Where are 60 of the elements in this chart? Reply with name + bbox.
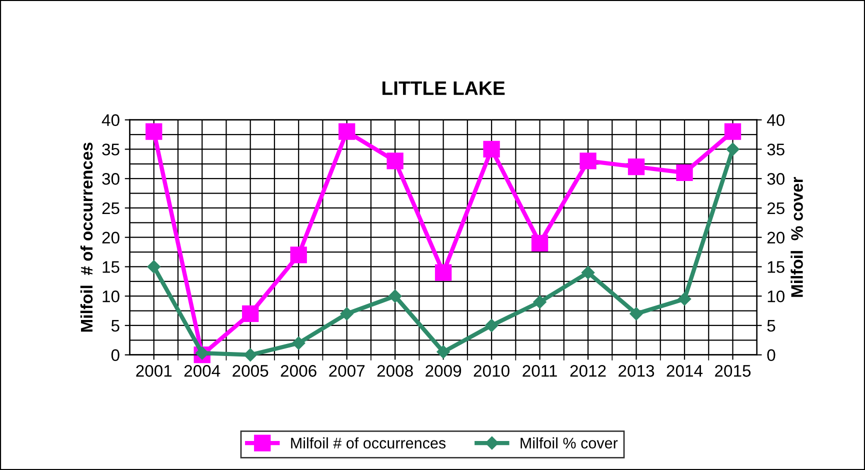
y-tick-label: 15	[102, 261, 120, 273]
point	[147, 260, 160, 274]
point	[630, 307, 643, 320]
y-tick-label: 30	[102, 173, 120, 185]
point	[484, 318, 498, 332]
legend-label: Milfoil # of occurrences	[291, 437, 446, 449]
point	[146, 123, 162, 140]
y2-axis-title: Milfoil % cover	[790, 176, 803, 297]
x-tick-label: 2008	[377, 365, 413, 377]
point	[531, 234, 548, 252]
point	[388, 290, 402, 303]
y-tick-label: 35	[102, 144, 120, 156]
x-tick-label: 2014	[666, 365, 703, 377]
y-axis-title: Milfoil # of occurrences	[80, 142, 93, 332]
x-tick-label: 2001	[136, 365, 172, 377]
y-tick-label: 0	[111, 349, 120, 362]
x-tick-label: 2004	[184, 365, 220, 377]
y-tick-label: 20	[102, 232, 120, 244]
y2-tick-label: 35	[767, 144, 784, 156]
x-tick-label: 2012	[570, 365, 606, 377]
x-tick-label: 2010	[474, 365, 510, 377]
point	[436, 345, 450, 358]
x-tick-label: 2013	[618, 365, 654, 377]
x-tick-label: 2009	[426, 365, 462, 377]
legend-label: Milfoil % cover	[520, 437, 618, 449]
x-tick-label: 2015	[715, 365, 751, 377]
point	[386, 152, 404, 170]
point	[290, 246, 307, 264]
point	[678, 292, 692, 306]
x-tick-label: 2006	[280, 365, 316, 377]
point	[580, 152, 596, 170]
y2-tick-label: 40	[766, 114, 784, 126]
y2-tick-label: 25	[767, 202, 784, 214]
y-tick-label: 25	[102, 202, 120, 214]
x-tick-label: 2005	[232, 365, 268, 377]
point	[483, 140, 500, 158]
point	[628, 158, 645, 176]
point	[242, 305, 259, 322]
y-tick-label: 40	[102, 114, 120, 126]
point	[292, 336, 306, 350]
y2-tick-label: 0	[767, 349, 776, 362]
y2-tick-label: 10	[768, 290, 784, 302]
chart-title: LITTLE LAKE	[382, 81, 505, 95]
x-tick-label: 2011	[522, 365, 557, 377]
point	[676, 164, 693, 182]
point	[533, 295, 546, 309]
y2-tick-label: 15	[768, 261, 784, 273]
x-tick-label: 2007	[329, 365, 365, 377]
y2-tick-label: 5	[767, 320, 776, 332]
point	[724, 123, 742, 140]
point	[581, 266, 595, 280]
point	[340, 307, 354, 320]
point	[726, 142, 740, 156]
y-tick-label: 10	[102, 290, 120, 302]
point	[244, 348, 257, 362]
y-tick-label: 5	[111, 320, 120, 332]
point	[434, 264, 452, 281]
point	[338, 123, 356, 140]
y2-tick-label: 30	[767, 173, 784, 185]
y2-tick-label: 20	[767, 232, 784, 244]
